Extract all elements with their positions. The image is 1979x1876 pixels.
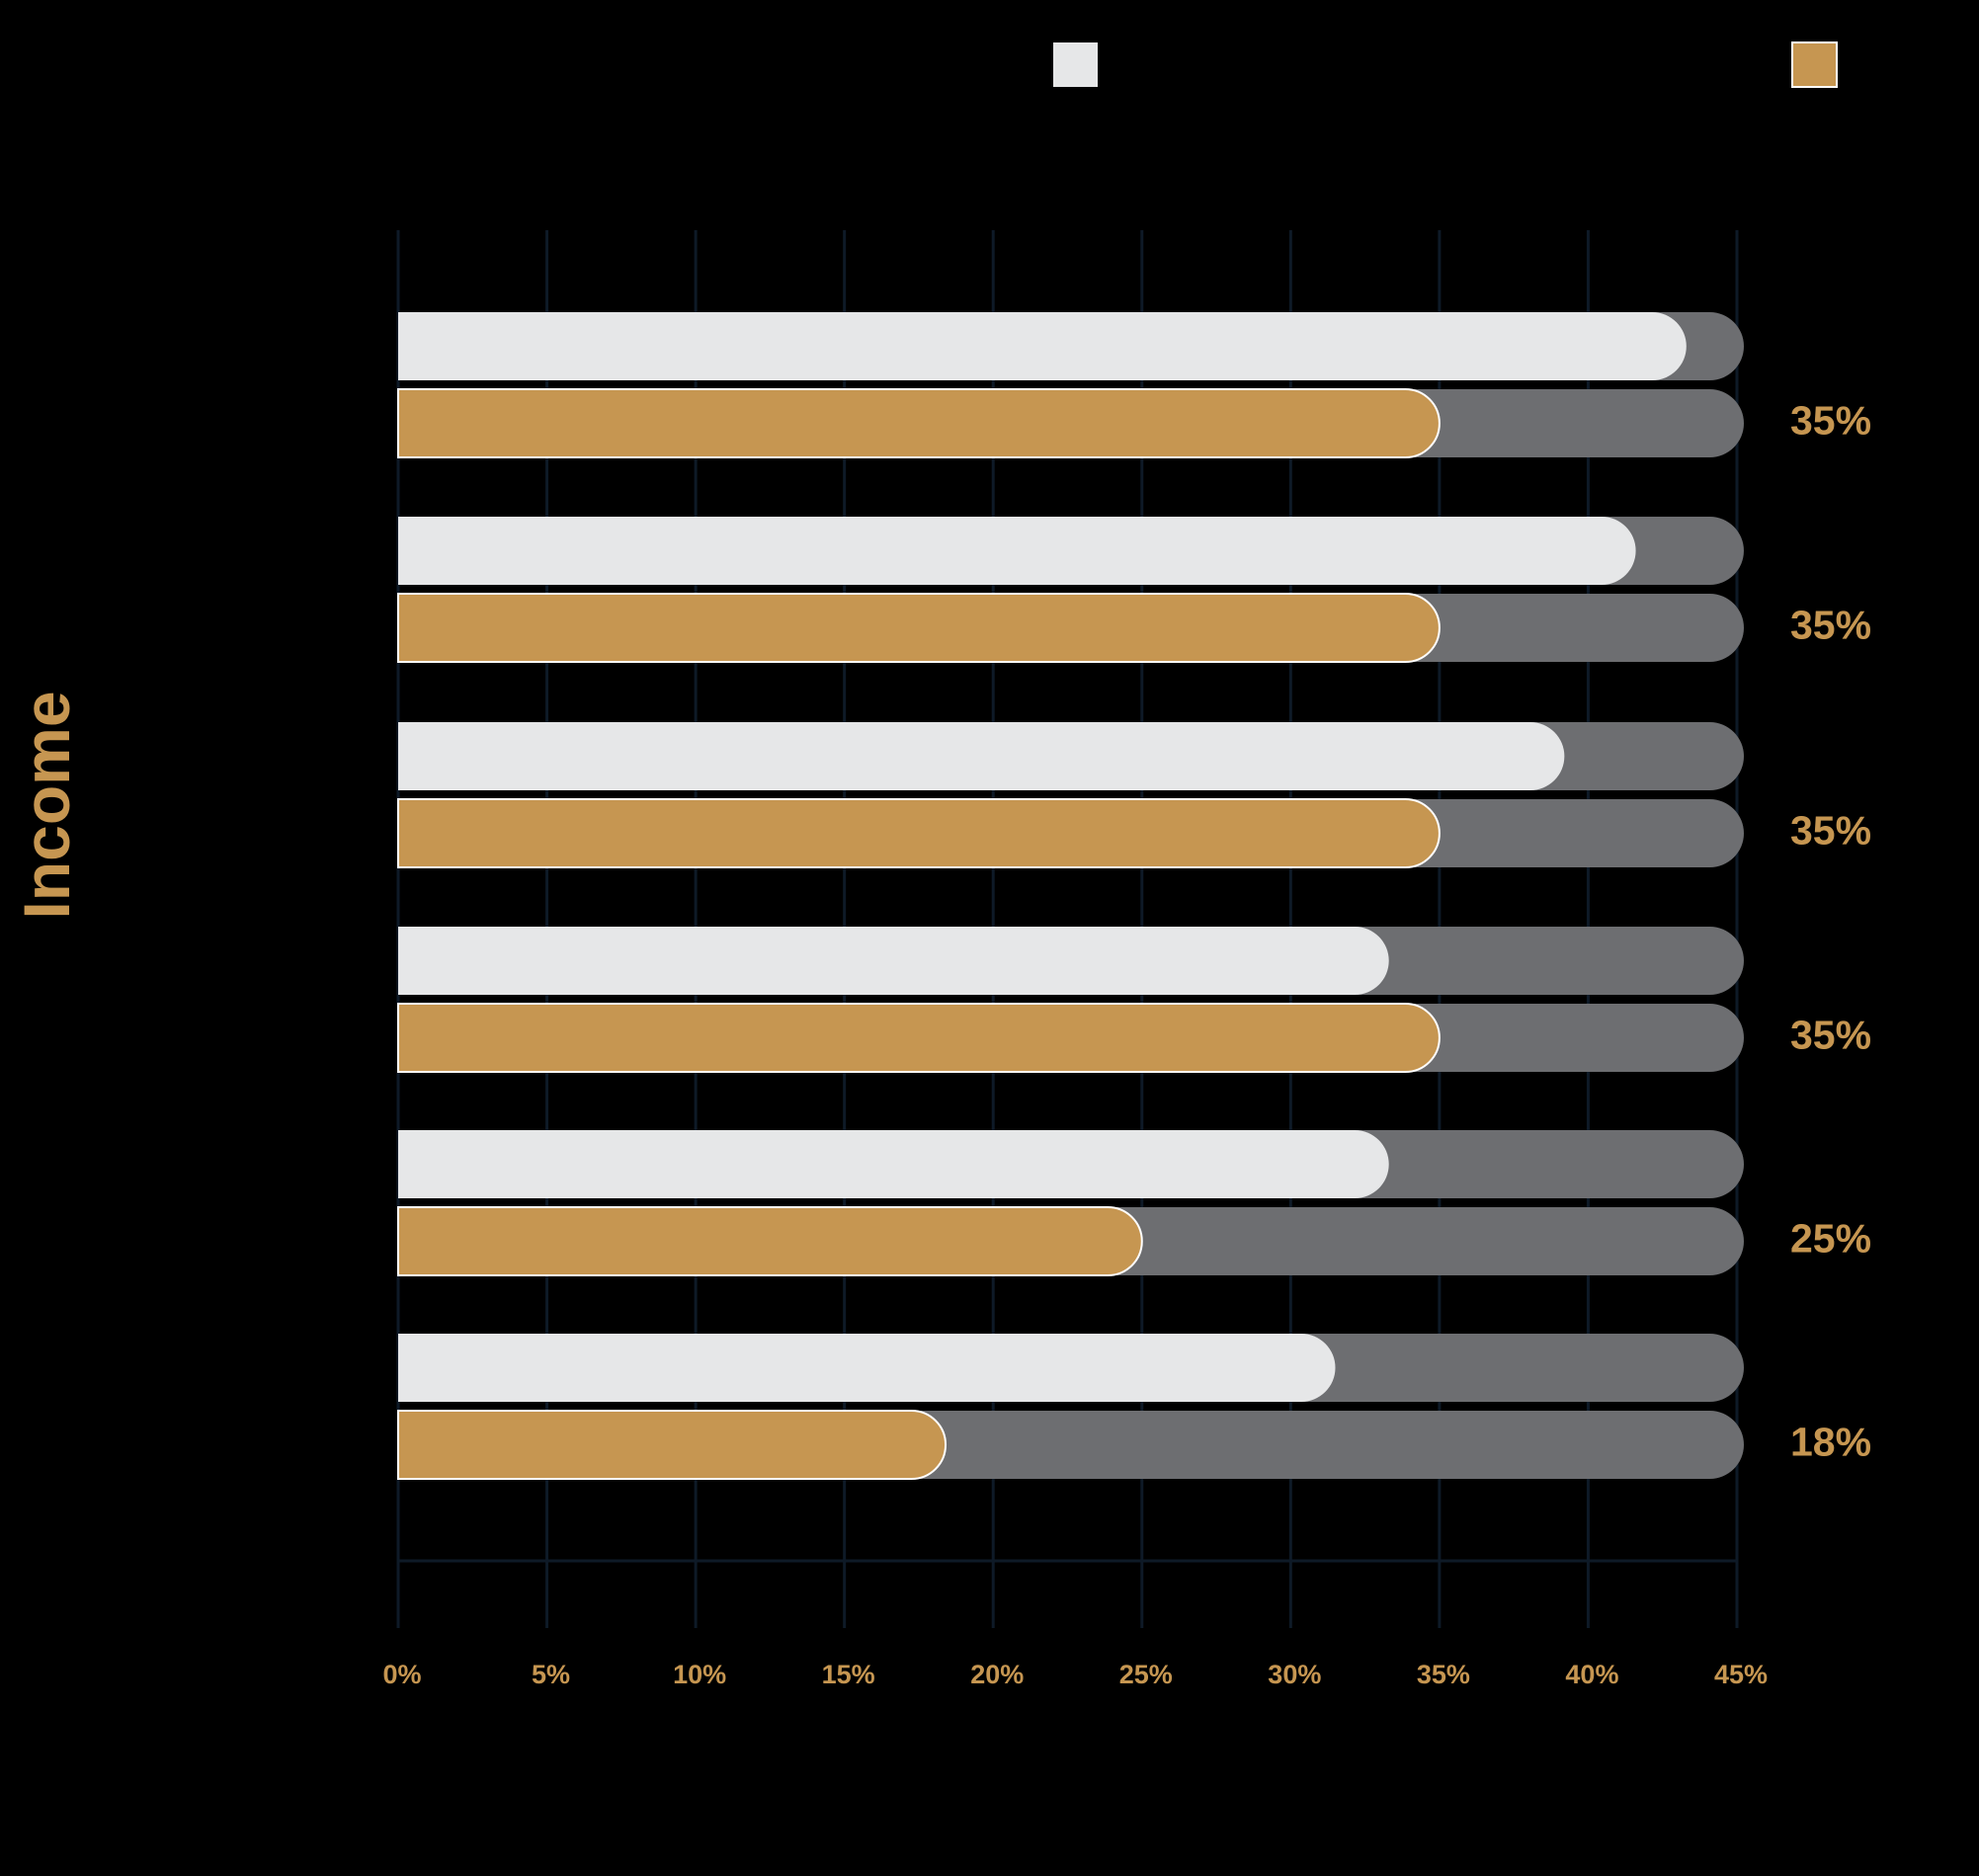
value-label: 25% [1790,1215,1871,1261]
value-label: 35% [1790,397,1871,443]
bar-series-1 [398,722,1565,790]
x-tick-label: 35% [1417,1660,1470,1689]
legend-swatch-series-1 [1053,42,1098,87]
bar-series-1 [398,1130,1389,1198]
x-tick-label: 30% [1268,1660,1321,1689]
bar-series-2 [397,1003,1441,1073]
legend-swatch-series-2 [1791,41,1838,88]
x-tick-label: 40% [1565,1660,1618,1689]
x-tick-label: 10% [673,1660,726,1689]
bar-series-2 [397,388,1441,458]
y-axis-label: Income [10,691,83,919]
x-tick-label: 25% [1119,1660,1173,1689]
bar-series-1 [398,927,1389,995]
value-labels: 35% 35% 35% 35% 25% 18% [1790,397,1871,1464]
x-tick-label: 0% [382,1660,421,1689]
x-tick-label: 15% [822,1660,875,1689]
bar-series-2 [397,1410,947,1480]
bars [397,312,1744,1480]
legend [1053,41,1838,88]
bar-series-1 [398,517,1636,585]
value-label: 35% [1790,602,1871,647]
value-label: 35% [1790,1012,1871,1057]
value-label: 18% [1790,1419,1871,1464]
x-tick-label: 5% [532,1660,570,1689]
x-axis-tick-labels: 0% 5% 10% 15% 20% 25% 30% 35% 40% 45% [382,1660,1768,1689]
bar-series-1 [398,312,1687,380]
bar-series-2 [397,1206,1143,1276]
bar-series-2 [397,593,1441,663]
bar-series-1 [398,1334,1336,1402]
bar-series-2 [397,798,1441,868]
value-label: 35% [1790,807,1871,853]
x-tick-label: 20% [970,1660,1024,1689]
x-tick-label: 45% [1714,1660,1768,1689]
